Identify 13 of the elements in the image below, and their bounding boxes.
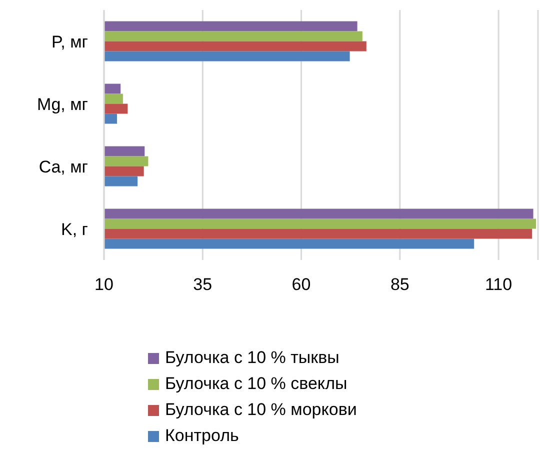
x-tick-label: 60 — [292, 275, 311, 294]
legend-label: Булочка с 10 % тыквы — [165, 347, 340, 369]
y-tick-label: Mg, мг — [37, 94, 88, 114]
x-tick-label: 85 — [390, 275, 410, 294]
x-tick-label: 10 — [94, 275, 114, 294]
y-tick-label: Ca, мг — [38, 157, 88, 176]
legend-label: Булочка с 10 % свеклы — [165, 373, 348, 395]
legend-label: Контроль — [165, 425, 239, 447]
y-tick-label: P, мг — [52, 32, 88, 52]
y-tick-label: K, г — [61, 220, 88, 239]
x-tick-label: 110 — [484, 275, 512, 294]
legend-label: Булочка с 10 % моркови — [165, 399, 357, 421]
x-tick-label: 35 — [193, 275, 212, 294]
